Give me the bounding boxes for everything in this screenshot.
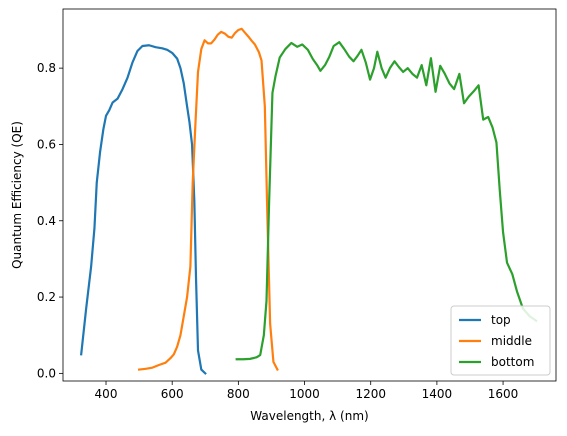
x-tick-label: 600 (161, 387, 184, 401)
legend-label-middle: middle (491, 334, 532, 348)
legend-box (450, 305, 551, 376)
series-layer (79, 27, 538, 375)
series-line-top (79, 44, 207, 375)
legend-label-top: top (491, 313, 511, 327)
x-axis: 400 600 800 1000 1200 1400 1600 (95, 381, 519, 401)
x-axis-label: Wavelength, λ (nm) (250, 409, 368, 423)
x-tick-label: 800 (227, 387, 250, 401)
y-tick-label: 0.8 (37, 61, 56, 75)
x-tick-label: 1000 (289, 387, 320, 401)
y-tick-label: 0.4 (37, 214, 56, 228)
x-tick-label: 1200 (355, 387, 386, 401)
x-tick-label: 400 (95, 387, 118, 401)
series-line-middle (137, 27, 279, 372)
x-tick-label: 1600 (488, 387, 519, 401)
series-line-bottom (235, 41, 538, 361)
y-axis-label: Quantum Efficiency (QE) (10, 121, 24, 269)
y-tick-label: 0.6 (37, 137, 56, 151)
plot-area-frame (62, 8, 557, 382)
x-tick-label: 1400 (422, 387, 453, 401)
legend-label-bottom: bottom (491, 355, 534, 369)
y-tick-label: 0.2 (37, 290, 56, 304)
y-axis: 0.0 0.2 0.4 0.6 0.8 (37, 61, 63, 380)
legend: top middle bottom (450, 305, 551, 376)
y-tick-label: 0.0 (37, 366, 56, 380)
